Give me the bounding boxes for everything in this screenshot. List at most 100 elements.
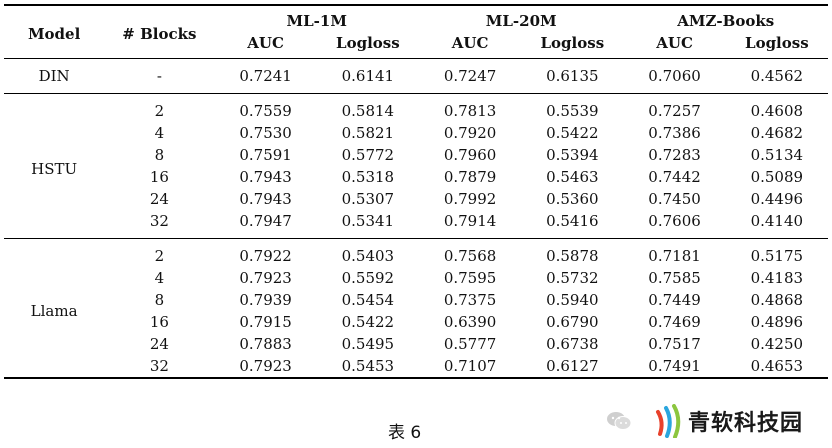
metric-value-cell: 0.7568 [443,247,497,265]
metric-value-cell: 0.7920 [443,124,497,142]
table-row: 8 0.7939 0.5454 0.7375 0.5940 0.7449 0.4868 [4,289,828,311]
metric-value-cell: 0.7879 [443,168,497,186]
metric-value-cell: 0.5360 [546,190,599,208]
metric-value-cell: 0.7883 [239,335,292,353]
metric-value-cell: 0.5878 [546,247,599,265]
metric-value-cell: 0.7181 [648,247,701,265]
metric-value-cell: 0.5463 [546,168,599,186]
header-metric: Logloss [316,32,419,59]
metric-value-cell: 0.5821 [341,124,395,142]
table-row: 4 0.7530 0.5821 0.7920 0.5422 0.7386 0.4682 [4,122,828,144]
header-metric: AUC [214,32,317,59]
metric-value-cell: 0.7283 [648,146,701,164]
metric-value-cell: 0.5422 [546,124,599,142]
header-dataset-ml1m: ML-1M [214,4,419,32]
metric-value-cell: 0.5422 [341,313,395,331]
metric-value-cell: 0.7442 [648,168,701,186]
wechat-icon [607,412,632,430]
metric-value-cell: 0.4868 [750,291,804,309]
blocks-cell: 4 [154,269,165,287]
table-header: Model # Blocks ML-1M ML-20M AMZ-Books AU… [4,4,828,59]
table-caption: 表 6 [388,423,422,443]
metric-value-cell: 0.4250 [750,335,804,353]
watermark: 青软科技园 [606,398,828,444]
metric-value-cell: 0.7585 [648,269,701,287]
metric-value-cell: 0.7960 [443,146,497,164]
metric-value-cell: 0.7992 [443,190,497,208]
metric-value-cell: 0.5307 [341,190,395,208]
table-row: 24 0.7883 0.5495 0.5777 0.6738 0.7517 0.4250 [4,333,828,355]
metric-value-cell: 0.5732 [546,269,599,287]
metric-value-cell: 0.4653 [725,355,828,379]
metric-value-cell: 0.7943 [239,190,292,208]
header-dataset-ml20m: ML-20M [418,4,624,32]
table-row: 16 0.7915 0.5422 0.6390 0.6790 0.7469 0.4896 [4,311,828,333]
header-metric: Logloss [725,32,828,59]
metric-value-cell: 0.5416 [521,210,624,239]
blocks-cell: 16 [149,168,169,186]
metric-value-cell: 0.5175 [750,247,804,265]
metric-value-cell: 0.7107 [418,355,522,379]
metric-value-cell: 0.5539 [546,102,599,120]
metric-value-cell: 0.7939 [239,291,292,309]
metric-value-cell: 0.7923 [239,269,292,287]
metric-value-cell: 0.6127 [521,355,624,379]
header-metric: AUC [418,32,522,59]
metric-value-cell: 0.4562 [725,58,828,94]
metric-value-cell: 0.7469 [648,313,701,331]
metric-value-cell: 0.5341 [316,210,419,239]
model-name-cell: Llama [4,238,105,379]
brand-logo-icon [656,404,681,438]
metric-value-cell: 0.5814 [341,102,395,120]
metric-value-cell: 0.5777 [443,335,497,353]
metric-value-cell: 0.7257 [648,102,701,120]
metric-value-cell: 0.7491 [623,355,726,379]
model-name-cell: DIN [4,58,105,94]
metric-value-cell: 0.7530 [239,124,292,142]
table-row: 8 0.7591 0.5772 0.7960 0.5394 0.7283 0.5134 [4,144,828,166]
results-table: Model # Blocks ML-1M ML-20M AMZ-Books AU… [4,4,828,379]
table-row: DIN -0.7241 0.6141 0.7247 0.6135 0.7060 0.4562 [4,58,828,94]
watermark-text: 青软科技园 [688,411,804,436]
metric-value-cell: 0.7922 [239,247,292,265]
blocks-cell: 32 [104,355,215,379]
metric-value-cell: 0.7915 [239,313,292,331]
metric-value-cell: 0.5592 [341,269,395,287]
metric-value-cell: 0.7375 [443,291,497,309]
header-dataset-amzbooks: AMZ-Books [623,4,828,32]
table-row: 32 0.7947 0.5341 0.7914 0.5416 0.7606 0.4140 [4,210,828,239]
blocks-cell: 2 [154,102,165,120]
results-table-container: Model # Blocks ML-1M ML-20M AMZ-Books AU… [4,4,828,379]
metric-value-cell: 0.5454 [341,291,395,309]
table-row: HSTU 2 0.7559 0.5814 0.7813 0.5539 0.7257 0.460… [4,93,828,239]
metric-value-cell: 0.7947 [214,210,317,239]
metric-value-cell: 0.7559 [239,102,292,120]
metric-value-cell: 0.6738 [546,335,599,353]
table-row: Llama 2 0.7922 0.5403 0.7568 0.5878 0.7181 0.51… [4,238,828,379]
blocks-cell: 32 [104,210,215,239]
metric-value-cell: 0.7247 [418,58,522,94]
metric-value-cell: 0.7595 [443,269,497,287]
blocks-cell: 2 [154,247,165,265]
blocks-cell: - [104,58,215,94]
table-row: 32 0.7923 0.5453 0.7107 0.6127 0.7491 0.4653 [4,355,828,379]
metric-value-cell: 0.7591 [239,146,292,164]
metric-value-cell: 0.4183 [750,269,804,287]
metric-value-cell: 0.4682 [750,124,804,142]
metric-value-cell: 0.5318 [341,168,395,186]
metric-value-cell: 0.4140 [725,210,828,239]
metric-value-cell: 0.5772 [341,146,395,164]
model-name-cell: HSTU [4,93,105,239]
blocks-cell: 24 [149,190,169,208]
blocks-cell: 8 [154,291,165,309]
metric-value-cell: 0.7060 [623,58,726,94]
metric-value-cell: 0.5134 [750,146,804,164]
metric-value-cell: 0.5495 [341,335,395,353]
table-row: 16 0.7943 0.5318 0.7879 0.5463 0.7442 0.5089 [4,166,828,188]
metric-value-cell: 0.7943 [239,168,292,186]
metric-value-cell: 0.6790 [546,313,599,331]
metric-value-cell: 0.5394 [546,146,599,164]
metric-value-cell: 0.7606 [623,210,726,239]
table-row: 4 0.7923 0.5592 0.7595 0.5732 0.7585 0.4183 [4,267,828,289]
header-metric: AUC [623,32,726,59]
